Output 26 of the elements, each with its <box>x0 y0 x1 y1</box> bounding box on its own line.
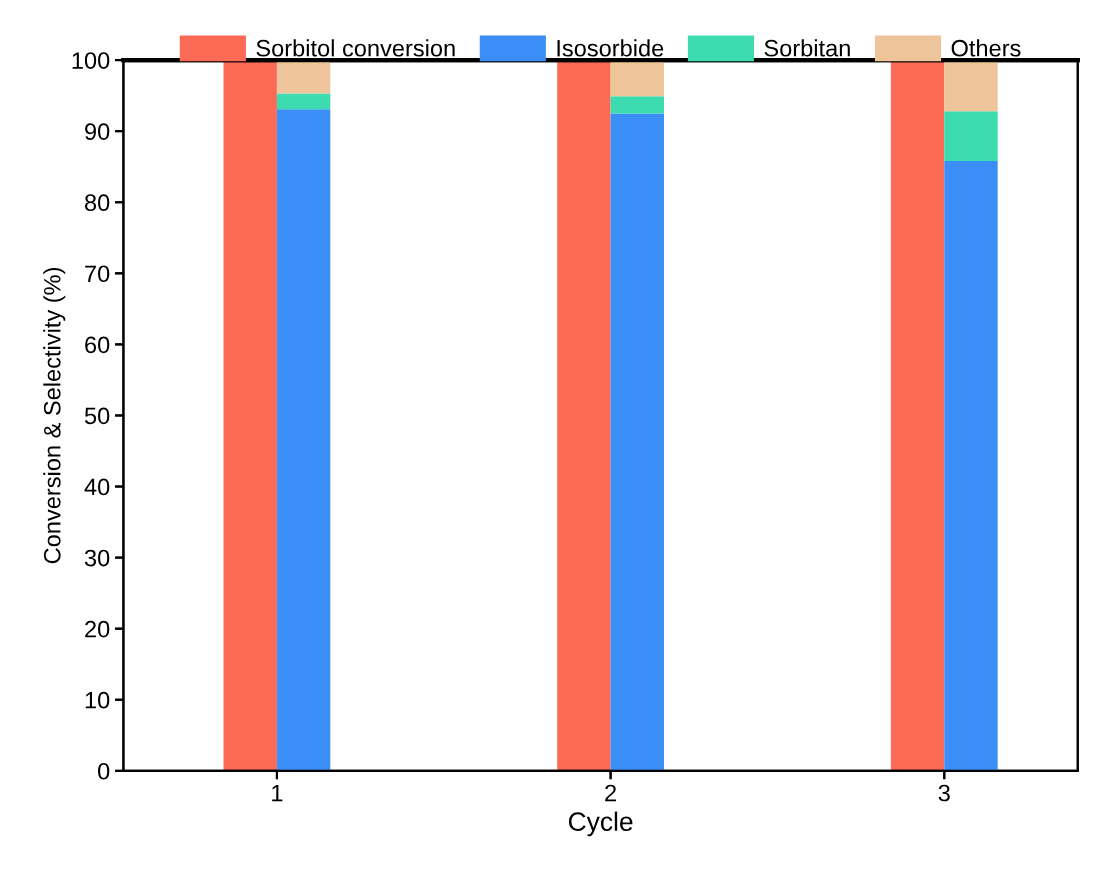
legend-label: Sorbitol conversion <box>256 39 455 57</box>
y-tick-label: 80 <box>85 194 110 212</box>
y-tick-label: 40 <box>84 478 110 496</box>
legend-label: Isosorbide <box>557 39 664 57</box>
y-tick-label: 50 <box>84 407 110 425</box>
y-tick-label: 10 <box>85 691 110 709</box>
bar <box>610 96 664 114</box>
y-tick-label: 90 <box>85 123 110 140</box>
y-tick-label: 0 <box>98 762 110 780</box>
bar <box>944 60 998 112</box>
bar <box>276 60 331 94</box>
x-axis-title: Cycle <box>568 811 633 837</box>
y-tick-label: 20 <box>85 620 110 638</box>
y-tick-label: 60 <box>85 336 110 354</box>
x-tick-label: 3 <box>938 784 950 802</box>
bar <box>610 60 664 97</box>
y-tick-label: 30 <box>84 549 110 567</box>
bar <box>276 93 331 110</box>
legend-label: Others <box>951 39 1021 57</box>
bar <box>944 111 998 162</box>
y-tick-label: 70 <box>85 265 110 283</box>
y-axis-title: Conversion & Selectivity (%) <box>43 268 66 564</box>
x-tick-label: 1 <box>272 784 283 802</box>
y-tick-label: 100 <box>72 52 110 69</box>
legend-label: Sorbitan <box>764 39 850 57</box>
x-tick-label: 2 <box>605 784 616 802</box>
